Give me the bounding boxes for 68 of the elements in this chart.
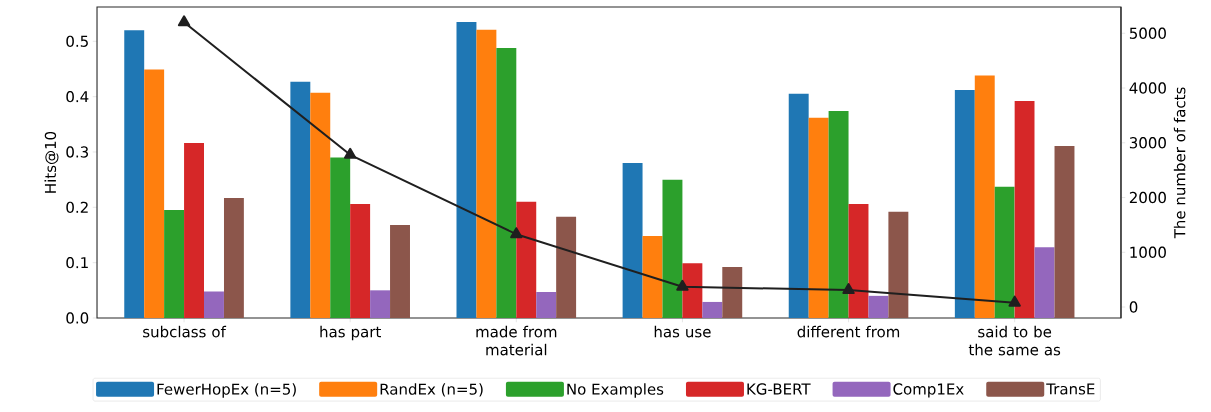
y-tick-label: 0.0 [66,312,89,324]
bar [808,117,829,318]
bar [496,47,517,318]
bar [124,30,145,318]
bar [204,291,224,318]
point [1008,295,1021,307]
x-tick-label: has use [654,325,711,338]
bar [556,216,577,318]
x-tick-label: made from material [476,325,557,356]
point [510,227,523,239]
bar [1014,101,1035,318]
legend-label: No Examples [567,383,664,398]
legend-label: Comp1Ex [893,383,964,398]
bar [456,21,477,318]
y2-axis-title: The number of facts [1173,87,1186,239]
bar [702,301,723,318]
x-tick-label: subclass of [143,325,227,338]
bar [164,210,185,318]
point [177,15,191,27]
bar [788,93,809,318]
x-tick-label: different from [797,325,900,338]
x-tick-label: has part [320,325,381,341]
bar [642,236,663,318]
bar [888,211,909,318]
y2-tick-label: 0 [1129,301,1138,313]
point [676,279,689,291]
bar [682,263,703,318]
point [343,147,357,159]
bar [390,225,410,318]
legend-label: RandEx (n=5) [380,383,483,397]
x-tick-label: said to be the same as [968,325,1061,356]
legend-label: TransE [1046,383,1095,395]
point [842,283,855,295]
bar [828,111,849,318]
bar [516,201,537,318]
y-tick-label: 0.4 [66,90,89,103]
bar [350,203,371,318]
legend-label: KG-BERT [747,383,811,395]
bar [536,291,557,318]
y-tick-label: 0.2 [66,201,88,213]
y-tick-label: 0.1 [66,256,88,269]
y-axis-title: Hits@10 [44,131,59,193]
bar [722,267,743,318]
bar [954,90,975,318]
y-tick-label: 0.3 [66,146,89,158]
bar [290,81,311,318]
bar [223,197,244,318]
bar [310,92,331,318]
y2-tick-label: 3000 [1129,137,1166,149]
bar [330,157,351,318]
bar [144,69,165,318]
y2-tick-label: 2000 [1129,191,1166,204]
y2-tick-label: 1000 [1130,246,1166,258]
bar [370,290,391,318]
y-tick-label: 0.5 [66,35,88,47]
bar [848,203,869,318]
bar [994,186,1015,318]
y2-tick-label: 5000 [1129,27,1166,39]
bar [868,295,889,318]
bar [1034,247,1055,318]
bar [662,179,683,318]
legend-label: FewerHopEx (n=5) [157,383,296,398]
y2-tick-label: 4000 [1129,82,1166,94]
bar [476,29,497,318]
bar [184,143,204,318]
bar [622,163,643,318]
bar [974,75,995,318]
bar [1054,145,1075,318]
